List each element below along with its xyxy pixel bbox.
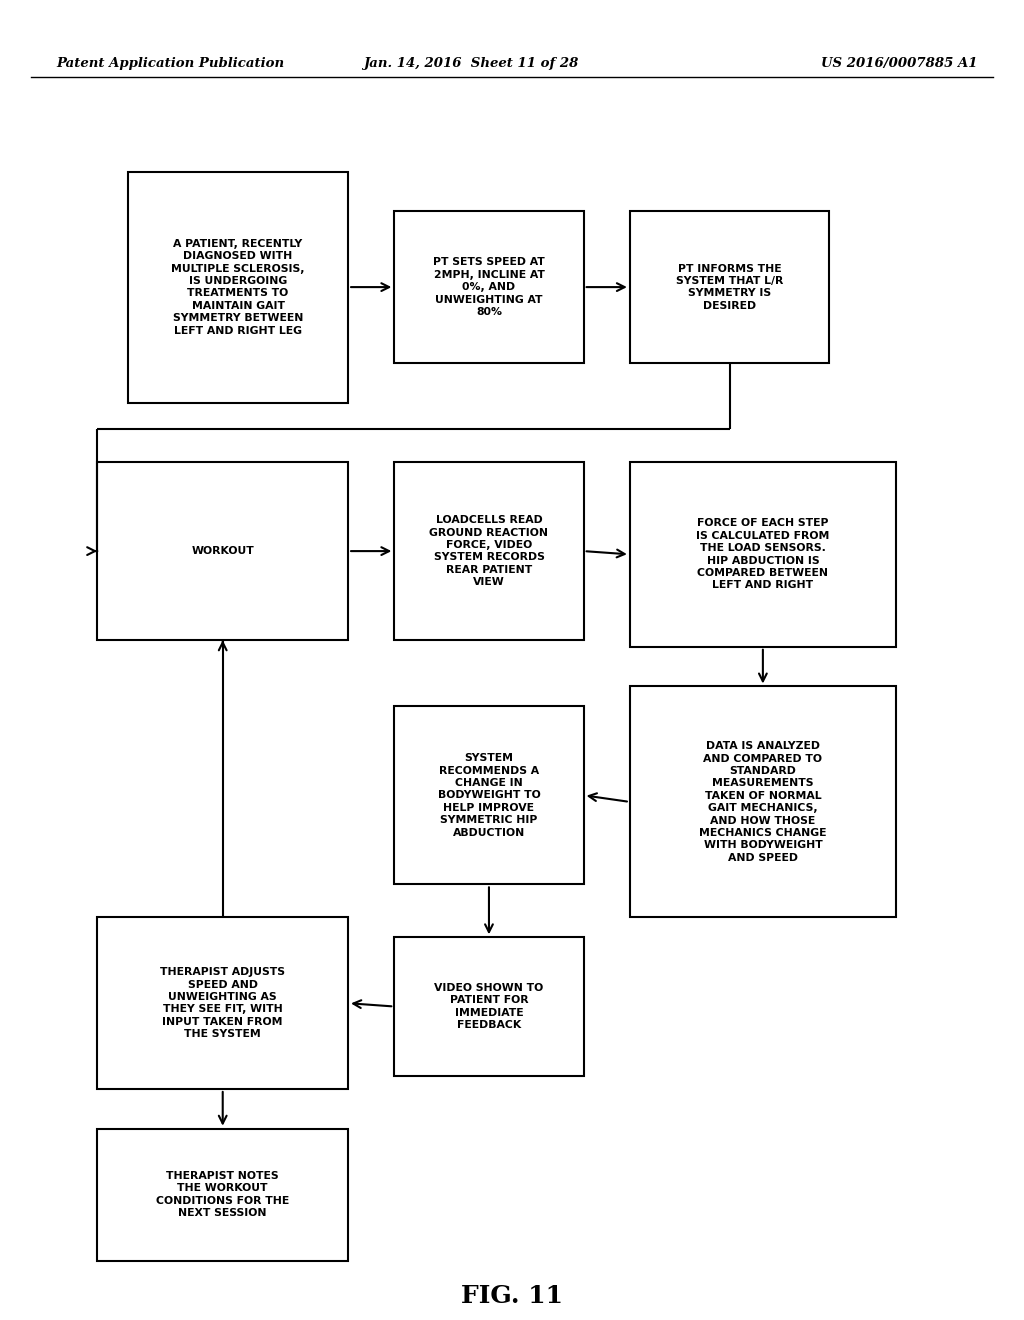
Bar (97, 917, 348, 1089)
Bar (630, 462, 896, 647)
Text: THERAPIST NOTES
THE WORKOUT
CONDITIONS FOR THE
NEXT SESSION: THERAPIST NOTES THE WORKOUT CONDITIONS F… (156, 1171, 290, 1218)
Text: WORKOUT: WORKOUT (191, 546, 254, 556)
Bar (394, 211, 584, 363)
Text: VIDEO SHOWN TO
PATIENT FOR
IMMEDIATE
FEEDBACK: VIDEO SHOWN TO PATIENT FOR IMMEDIATE FEE… (434, 983, 544, 1030)
Bar (630, 686, 896, 917)
Text: LOADCELLS READ
GROUND REACTION
FORCE, VIDEO
SYSTEM RECORDS
REAR PATIENT
VIEW: LOADCELLS READ GROUND REACTION FORCE, VI… (429, 515, 549, 587)
Text: Jan. 14, 2016  Sheet 11 of 28: Jan. 14, 2016 Sheet 11 of 28 (364, 57, 579, 70)
Text: SYSTEM
RECOMMENDS A
CHANGE IN
BODYWEIGHT TO
HELP IMPROVE
SYMMETRIC HIP
ABDUCTION: SYSTEM RECOMMENDS A CHANGE IN BODYWEIGHT… (437, 754, 541, 837)
Text: DATA IS ANALYZED
AND COMPARED TO
STANDARD
MEASUREMENTS
TAKEN OF NORMAL
GAIT MECH: DATA IS ANALYZED AND COMPARED TO STANDAR… (699, 741, 826, 863)
Bar (97, 1129, 348, 1261)
Bar (394, 706, 584, 884)
Bar (394, 462, 584, 640)
Bar (394, 937, 584, 1076)
Text: US 2016/0007885 A1: US 2016/0007885 A1 (821, 57, 978, 70)
Text: PT SETS SPEED AT
2MPH, INCLINE AT
0%, AND
UNWEIGHTING AT
80%: PT SETS SPEED AT 2MPH, INCLINE AT 0%, AN… (433, 257, 545, 317)
Bar (97, 462, 348, 640)
Text: A PATIENT, RECENTLY
DIAGNOSED WITH
MULTIPLE SCLEROSIS,
IS UNDERGOING
TREATMENTS : A PATIENT, RECENTLY DIAGNOSED WITH MULTI… (171, 239, 305, 335)
Bar (128, 172, 348, 403)
Text: PT INFORMS THE
SYSTEM THAT L/R
SYMMETRY IS
DESIRED: PT INFORMS THE SYSTEM THAT L/R SYMMETRY … (676, 264, 783, 310)
Text: THERAPIST ADJUSTS
SPEED AND
UNWEIGHTING AS
THEY SEE FIT, WITH
INPUT TAKEN FROM
T: THERAPIST ADJUSTS SPEED AND UNWEIGHTING … (160, 968, 286, 1039)
Bar (630, 211, 829, 363)
Text: FIG. 11: FIG. 11 (461, 1284, 563, 1308)
Text: FORCE OF EACH STEP
IS CALCULATED FROM
THE LOAD SENSORS.
HIP ABDUCTION IS
COMPARE: FORCE OF EACH STEP IS CALCULATED FROM TH… (696, 519, 829, 590)
Text: Patent Application Publication: Patent Application Publication (56, 57, 285, 70)
